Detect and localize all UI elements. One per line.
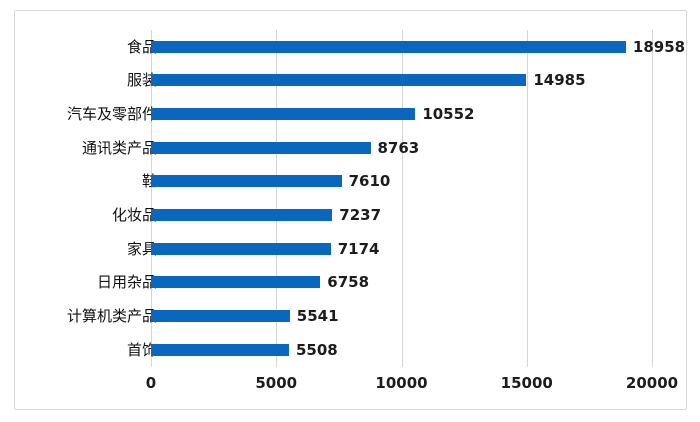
chart-frame: 食品 18958 服装 14985 汽车及零部件 10552 通讯类产品 8763 鞋 7610 化… <box>14 10 687 410</box>
bar <box>151 74 527 87</box>
value-label: 14985 <box>533 71 586 90</box>
x-axis-tick-label: 20000 <box>625 374 679 392</box>
category-label: 食品 <box>126 37 157 56</box>
value-label: 7174 <box>337 239 380 258</box>
x-axis-tick-label: 0 <box>145 374 157 392</box>
category-label: 通讯类产品 <box>81 138 157 157</box>
category-label: 汽车及零部件 <box>66 104 157 123</box>
value-label: 7610 <box>348 172 391 191</box>
gridline-x-15000 <box>526 30 528 367</box>
bar <box>151 141 371 154</box>
x-axis-tick-label: 5000 <box>255 374 298 392</box>
value-label: 5541 <box>296 307 339 326</box>
gridline-x-10000 <box>401 30 403 367</box>
bar <box>151 175 342 188</box>
gridline-x-20000 <box>652 30 653 367</box>
bar <box>151 40 626 53</box>
bar <box>151 209 333 221</box>
bar <box>151 242 331 255</box>
gridline-x-5000 <box>276 30 278 367</box>
gridline-x-0 <box>151 30 152 367</box>
value-label: 10552 <box>422 104 475 123</box>
value-label: 5508 <box>295 340 338 359</box>
bar <box>151 276 321 289</box>
value-label: 6758 <box>327 273 370 292</box>
category-label: 家具 <box>126 239 157 258</box>
x-axis-tick-label: 15000 <box>500 374 553 392</box>
bar <box>151 343 289 356</box>
value-label: 18958 <box>632 37 686 56</box>
category-label: 首饰 <box>126 340 157 359</box>
category-label: 鞋 <box>141 172 157 191</box>
value-label: 7237 <box>339 206 382 224</box>
x-axis-tick-label: 10000 <box>375 374 428 392</box>
bar <box>151 310 290 323</box>
value-label: 8763 <box>377 138 420 157</box>
bar <box>151 107 416 120</box>
category-label: 日用杂品 <box>96 273 157 292</box>
category-label: 化妆品 <box>111 206 157 224</box>
category-label: 计算机类产品 <box>66 307 157 326</box>
category-label: 服装 <box>126 71 157 90</box>
